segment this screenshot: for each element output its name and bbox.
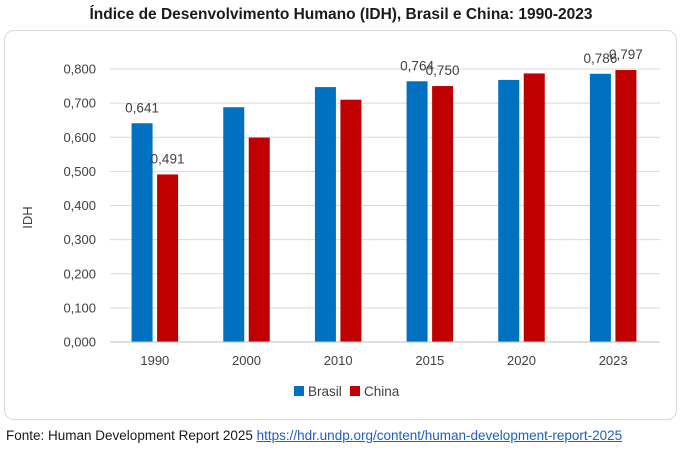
bar-china-2010 xyxy=(340,99,362,343)
x-tick-label: 2010 xyxy=(324,353,353,368)
x-tick-label: 1990 xyxy=(140,353,169,368)
source-text: Fonte: Human Development Report 2025 xyxy=(6,428,257,443)
data-label: 0,797 xyxy=(609,47,643,62)
x-tick-label: 2015 xyxy=(415,353,444,368)
legend-label-china: China xyxy=(364,384,400,399)
data-label: 0,641 xyxy=(125,100,159,115)
bar-china-2000 xyxy=(248,137,270,342)
chart-panel: 0,000 0,100 0,200 0,300 0,400 0,500 0,600 0,700… xyxy=(4,30,677,420)
y-tick-label: 0,200 xyxy=(63,266,96,281)
y-tick-label: 0,500 xyxy=(63,164,96,179)
bar-chart: 0,000 0,100 0,200 0,300 0,400 0,500 0,600 0,700… xyxy=(20,47,660,399)
source-note: Fonte: Human Development Report 2025 htt… xyxy=(6,428,622,443)
x-axis-ticks: 1990 2000 2010 2015 2020 2023 xyxy=(140,353,627,368)
y-tick-label: 0,000 xyxy=(63,335,96,350)
y-tick-label: 0,800 xyxy=(63,62,96,77)
bars xyxy=(131,70,637,343)
bar-china-2023 xyxy=(615,70,637,343)
y-tick-label: 0,100 xyxy=(63,300,96,315)
legend-swatch-brasil xyxy=(294,386,304,396)
legend-swatch-china xyxy=(350,386,360,396)
x-tick-label: 2000 xyxy=(232,353,261,368)
y-tick-label: 0,400 xyxy=(63,198,96,213)
x-tick-label: 2023 xyxy=(599,353,628,368)
chart-title: Índice de Desenvolvimento Humano (IDH), … xyxy=(89,6,593,23)
source-link[interactable]: https://hdr.undp.org/content/human-devel… xyxy=(256,428,623,443)
x-tick-label: 2020 xyxy=(507,353,536,368)
bar-china-2015 xyxy=(432,86,454,342)
bar-brasil-2010 xyxy=(314,87,336,343)
legend-label-brasil: Brasil xyxy=(308,384,342,399)
y-tick-label: 0,300 xyxy=(63,232,96,247)
legend: Brasil China xyxy=(294,384,400,399)
data-label: 0,786 xyxy=(584,51,618,66)
bar-brasil-2020 xyxy=(498,79,520,343)
y-axis-label: IDH xyxy=(20,206,35,228)
bar-china-1990 xyxy=(157,174,179,342)
data-label: 0,764 xyxy=(400,58,434,73)
data-label: 0,750 xyxy=(426,63,460,78)
y-tick-label: 0,600 xyxy=(63,130,96,145)
data-label: 0,491 xyxy=(151,151,185,166)
bar-brasil-2023 xyxy=(589,73,611,342)
bar-china-2020 xyxy=(523,73,545,342)
y-axis-ticks: 0,000 0,100 0,200 0,300 0,400 0,500 0,600 0,700… xyxy=(63,62,96,350)
gridlines xyxy=(110,68,660,309)
y-tick-label: 0,700 xyxy=(63,96,96,111)
bar-brasil-2000 xyxy=(223,107,245,342)
bar-brasil-2015 xyxy=(406,81,428,342)
bar-brasil-1990 xyxy=(131,123,153,342)
